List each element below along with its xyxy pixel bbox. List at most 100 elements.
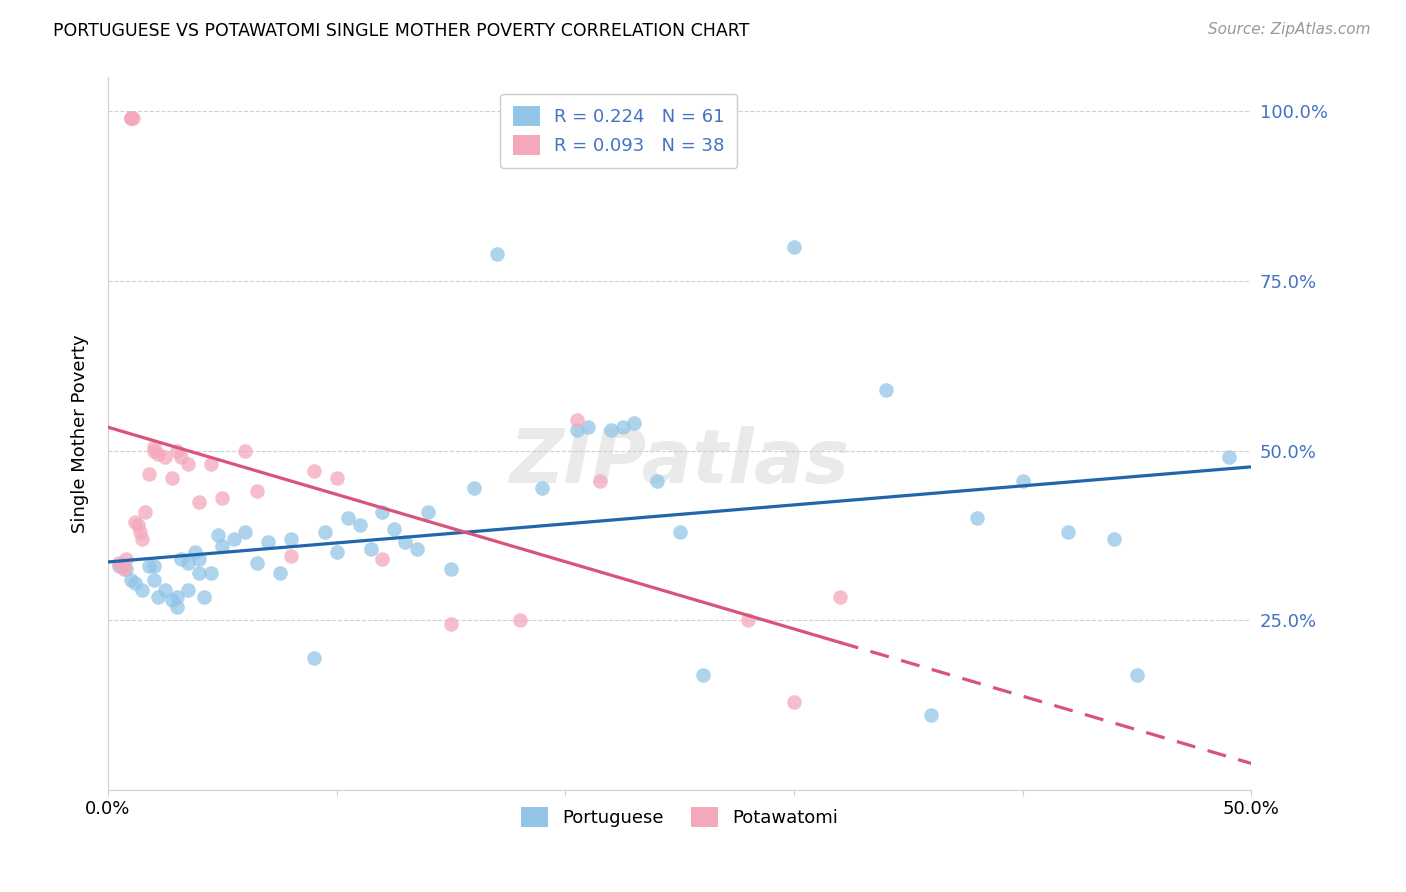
Point bbox=[148, 590, 170, 604]
Point bbox=[783, 240, 806, 254]
Point bbox=[280, 549, 302, 563]
Point bbox=[131, 532, 153, 546]
Point bbox=[612, 420, 634, 434]
Point bbox=[142, 443, 165, 458]
Point bbox=[131, 582, 153, 597]
Point bbox=[188, 494, 211, 508]
Point bbox=[668, 524, 690, 539]
Point bbox=[166, 443, 188, 458]
Point bbox=[588, 474, 610, 488]
Point bbox=[177, 582, 200, 597]
Point bbox=[645, 474, 668, 488]
Point bbox=[246, 556, 269, 570]
Point bbox=[122, 111, 145, 125]
Point bbox=[166, 590, 188, 604]
Point bbox=[1126, 667, 1149, 681]
Point bbox=[129, 524, 152, 539]
Point bbox=[120, 111, 142, 125]
Point bbox=[1011, 474, 1033, 488]
Point bbox=[233, 524, 256, 539]
Point bbox=[153, 582, 176, 597]
Point bbox=[138, 467, 160, 482]
Point bbox=[576, 420, 599, 434]
Point bbox=[418, 505, 440, 519]
Point bbox=[148, 447, 170, 461]
Point bbox=[166, 599, 188, 614]
Point bbox=[1102, 532, 1125, 546]
Point bbox=[828, 590, 851, 604]
Point bbox=[142, 440, 165, 454]
Point bbox=[207, 528, 229, 542]
Point bbox=[692, 667, 714, 681]
Point bbox=[127, 518, 149, 533]
Point bbox=[966, 511, 988, 525]
Point bbox=[440, 616, 463, 631]
Point bbox=[142, 559, 165, 574]
Point bbox=[531, 481, 554, 495]
Point bbox=[200, 457, 222, 471]
Point bbox=[108, 559, 131, 574]
Point bbox=[509, 613, 531, 627]
Point bbox=[177, 457, 200, 471]
Point bbox=[200, 566, 222, 580]
Point bbox=[382, 522, 405, 536]
Point bbox=[440, 562, 463, 576]
Text: ZIPatlas: ZIPatlas bbox=[510, 425, 849, 499]
Point bbox=[371, 552, 394, 566]
Point bbox=[737, 613, 759, 627]
Point bbox=[875, 383, 897, 397]
Point bbox=[115, 562, 138, 576]
Point bbox=[360, 542, 382, 557]
Point bbox=[134, 505, 156, 519]
Point bbox=[565, 413, 588, 427]
Point bbox=[170, 450, 193, 465]
Point bbox=[120, 573, 142, 587]
Point bbox=[280, 532, 302, 546]
Text: PORTUGUESE VS POTAWATOMI SINGLE MOTHER POVERTY CORRELATION CHART: PORTUGUESE VS POTAWATOMI SINGLE MOTHER P… bbox=[53, 22, 749, 40]
Point bbox=[246, 484, 269, 499]
Point bbox=[783, 695, 806, 709]
Point bbox=[108, 556, 131, 570]
Point bbox=[177, 556, 200, 570]
Point bbox=[920, 708, 942, 723]
Point bbox=[124, 515, 146, 529]
Point bbox=[188, 566, 211, 580]
Point bbox=[111, 559, 134, 574]
Legend: Portuguese, Potawatomi: Portuguese, Potawatomi bbox=[513, 800, 845, 834]
Point bbox=[485, 247, 508, 261]
Point bbox=[138, 559, 160, 574]
Point bbox=[623, 417, 645, 431]
Point bbox=[349, 518, 371, 533]
Point bbox=[124, 576, 146, 591]
Point bbox=[325, 471, 347, 485]
Point bbox=[160, 471, 183, 485]
Point bbox=[405, 542, 427, 557]
Point bbox=[211, 539, 233, 553]
Point bbox=[233, 443, 256, 458]
Point bbox=[394, 535, 416, 549]
Point bbox=[565, 423, 588, 437]
Point bbox=[337, 511, 360, 525]
Point bbox=[302, 650, 325, 665]
Point bbox=[153, 450, 176, 465]
Point bbox=[211, 491, 233, 505]
Point bbox=[257, 535, 280, 549]
Point bbox=[120, 111, 142, 125]
Point bbox=[115, 552, 138, 566]
Point bbox=[188, 552, 211, 566]
Point bbox=[142, 573, 165, 587]
Text: Source: ZipAtlas.com: Source: ZipAtlas.com bbox=[1208, 22, 1371, 37]
Point bbox=[325, 545, 347, 559]
Point bbox=[463, 481, 485, 495]
Point bbox=[160, 593, 183, 607]
Point bbox=[314, 524, 336, 539]
Point bbox=[371, 505, 394, 519]
Point bbox=[1218, 450, 1240, 465]
Point bbox=[112, 562, 135, 576]
Point bbox=[120, 111, 142, 125]
Point bbox=[600, 423, 623, 437]
Point bbox=[269, 566, 291, 580]
Point bbox=[184, 545, 207, 559]
Point bbox=[222, 532, 245, 546]
Y-axis label: Single Mother Poverty: Single Mother Poverty bbox=[72, 334, 89, 533]
